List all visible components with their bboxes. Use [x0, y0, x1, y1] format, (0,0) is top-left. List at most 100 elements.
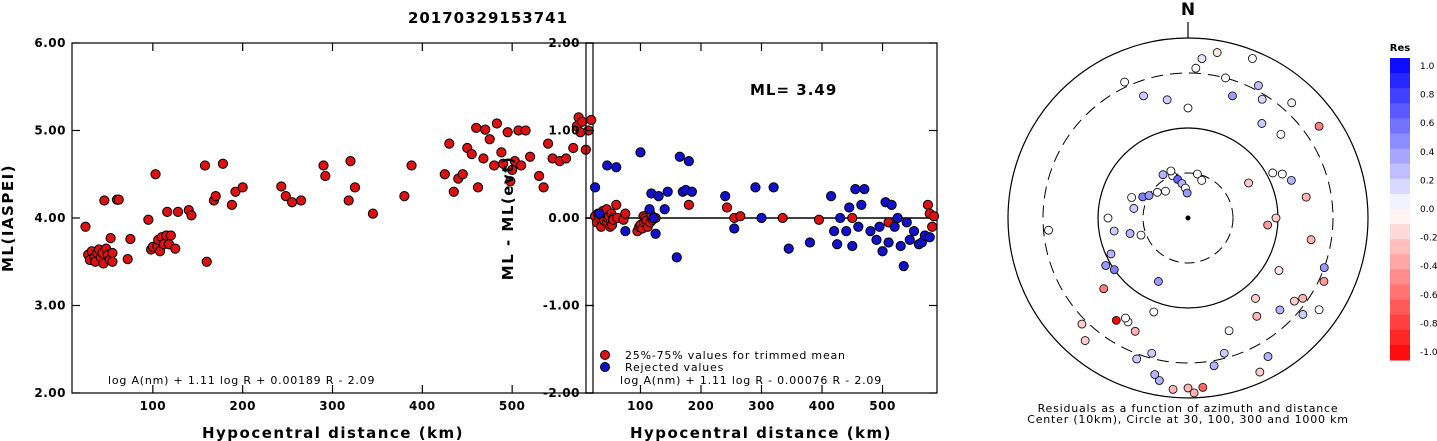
plot1-point: [99, 195, 110, 206]
polar-point: [1197, 176, 1207, 185]
plot1-xlabel: Hypocentral distance (km): [202, 424, 464, 441]
plot1-point: [498, 158, 509, 169]
polar-point: [1127, 193, 1137, 202]
polar-point: [1212, 48, 1222, 57]
polar-point: [1158, 170, 1168, 180]
plot2-point: [644, 204, 655, 215]
plot1-point: [471, 122, 482, 133]
polar-point: [1099, 284, 1109, 294]
plot1-ytick-label: 6.00: [34, 36, 66, 50]
plot1-point: [343, 195, 354, 206]
polar-point: [1298, 310, 1308, 319]
plot1-point: [217, 158, 229, 169]
plot1-point: [113, 194, 124, 205]
polar-point: [1129, 204, 1139, 213]
plot2-point: [635, 147, 646, 158]
plot2-point: [924, 232, 935, 243]
epicenter-dot: [1185, 215, 1191, 221]
plot1-point: [560, 153, 572, 164]
colorbar-cell: [1390, 254, 1410, 270]
plot2-point: [853, 221, 864, 232]
plot2-point: [671, 252, 682, 263]
plot1-point: [150, 169, 161, 180]
polar-point: [1182, 188, 1192, 198]
colorbar-tick-label: 1.0: [1420, 62, 1435, 72]
plot1-point: [172, 206, 184, 217]
plot2-point: [813, 214, 825, 225]
colorbar-cell: [1390, 58, 1410, 74]
polar-point: [1287, 98, 1297, 108]
plot1-point: [162, 206, 173, 217]
plot1-point: [489, 160, 500, 171]
polar-point: [1152, 187, 1162, 197]
plot2-point: [662, 186, 673, 197]
polar-point: [1276, 129, 1286, 139]
polar-point: [1149, 307, 1159, 317]
polar-point: [1301, 192, 1311, 202]
colorbar-cells: [1390, 58, 1410, 361]
polar-caption-2: Center (10km), Circle at 30, 100, 300 an…: [1027, 413, 1349, 426]
figure-title: 20170329153741: [408, 9, 568, 27]
plot1-point: [122, 254, 133, 265]
plot1-point: [186, 210, 197, 221]
colorbar-tick-label: -0.4: [1420, 262, 1437, 272]
polar-point: [1125, 229, 1135, 238]
plot1-point: [502, 127, 513, 138]
plot2-point: [611, 162, 622, 173]
polar-point: [1254, 81, 1263, 90]
polar-point: [1319, 276, 1329, 286]
plot2-point: [686, 186, 698, 197]
polar-point: [1314, 305, 1324, 315]
plot2-point: [653, 191, 664, 202]
plot1-xtick-label: 400: [409, 399, 436, 413]
plot2-point: [889, 221, 900, 232]
polar-point: [1228, 91, 1237, 101]
plot2-point: [883, 237, 894, 248]
plot2-point: [832, 239, 843, 250]
polar-point: [1109, 265, 1119, 275]
plot2-point: [908, 226, 920, 237]
plot2-point: [783, 243, 794, 254]
polar-point: [1257, 94, 1267, 104]
plot2-point: [720, 191, 731, 202]
plot2-point: [750, 182, 761, 193]
plot1-point: [349, 182, 361, 193]
colorbar-cell: [1390, 299, 1410, 316]
plot1-point: [480, 124, 491, 135]
polar-point: [1120, 77, 1130, 87]
polar-point: [1147, 348, 1157, 358]
colorbar-cell: [1390, 73, 1410, 89]
colorbar-cell: [1390, 118, 1410, 134]
polar-point: [1154, 376, 1164, 385]
polar-point: [1248, 54, 1257, 63]
polar-point: [1161, 186, 1170, 196]
plot1-point: [505, 176, 516, 187]
plot1-point: [516, 160, 527, 171]
polar-point: [1139, 91, 1148, 101]
plot2-xlabel: Hypocentral distance (km): [630, 424, 892, 441]
plot1-point: [448, 186, 459, 197]
plot2-point: [847, 212, 858, 224]
plot1-point: [586, 114, 597, 126]
plot2-point: [735, 211, 746, 222]
panel-residual-vs-distance: -2.00 -1.00 0.00 1.00 2.00 100 200 300 400 500 ML…: [499, 36, 940, 441]
polar-point: [1298, 293, 1308, 303]
plot2-point: [825, 191, 837, 202]
colorbar-tick-label: 0.0: [1420, 205, 1435, 215]
polar-point: [1130, 326, 1140, 336]
plot1-point: [80, 221, 91, 232]
plot1-point: [165, 230, 176, 241]
ring-1000km: [1007, 37, 1369, 399]
plot2-points: [589, 147, 940, 272]
polar-point: [1132, 354, 1142, 364]
plot2-ytick-label: -2.00: [543, 386, 580, 400]
polar-point: [1319, 263, 1329, 272]
plot2-point: [756, 212, 767, 224]
plot1-points: [80, 112, 597, 269]
polar-point: [1154, 277, 1163, 286]
polar-point: [1251, 294, 1260, 303]
colorbar-tick-label: 0.4: [1420, 148, 1435, 158]
plot2-ytick-label: 1.00: [548, 124, 580, 138]
plot2-point: [589, 182, 601, 193]
polar-point: [1289, 296, 1299, 306]
